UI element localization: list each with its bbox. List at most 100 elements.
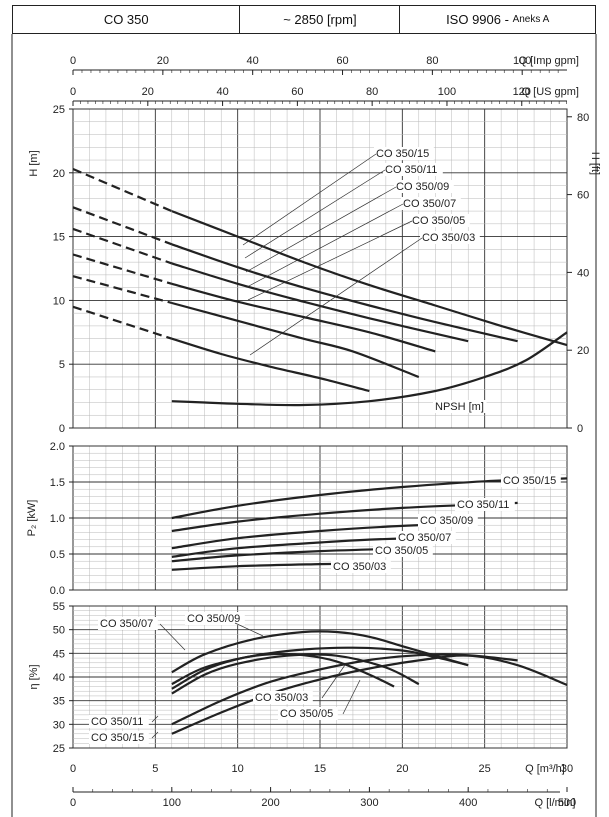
- power-label-co-350-05-bg: [373, 544, 433, 557]
- head-curve-dashed-co-350-15: [72, 167, 173, 213]
- head-curve-co-350-15: [171, 210, 568, 347]
- head-label-co-350-11-bg: [383, 163, 443, 176]
- efficiency-curve-co-350-07: [171, 630, 469, 674]
- head-y2tick-label: 40: [577, 267, 589, 279]
- power-label-co-350-03: CO 350/03: [333, 561, 386, 573]
- efficiency-ytick-label: 35: [53, 696, 65, 708]
- us-gpm-axis-label: Q [US gpm]: [522, 86, 579, 98]
- head-curve-dashed-co-350-07: [72, 253, 173, 285]
- head-curve-dashed-co-350-11: [72, 206, 173, 246]
- power-ytick-label: 0.0: [50, 585, 65, 597]
- lmin-tick-label: 100: [163, 797, 181, 809]
- head-label-co-350-11: CO 350/11: [385, 164, 437, 176]
- head-ytick-label: 25: [53, 104, 65, 116]
- head-curve-co-350-07: [171, 282, 436, 353]
- imp-gpm-axis-label: Q [Imp gpm]: [518, 55, 579, 67]
- standard-label: ISO 9906 -: [446, 12, 509, 27]
- power-label-co-350-07-bg: [396, 531, 456, 544]
- power-label-co-350-09-bg: [418, 514, 478, 527]
- efficiency-label-co-350-05-bg: [278, 707, 338, 720]
- efficiency-curve-co-350-03: [171, 652, 395, 690]
- efficiency-label-co-350-15-bg: [89, 731, 149, 744]
- head-curve-dashed-co-350-09: [72, 227, 173, 265]
- head-curve-co-350-03: [171, 337, 370, 393]
- power-curve-co-350-07: [171, 536, 436, 558]
- power-label-co-350-09: CO 350/09: [420, 515, 473, 527]
- power-curve-co-350-15: [171, 477, 568, 520]
- us-gpm-tick-label: 100: [438, 86, 456, 98]
- us-gpm-tick-label: 20: [142, 86, 154, 98]
- head-curve-dashed-co-350-03: [72, 305, 173, 340]
- head-label-co-350-15: CO 350/15: [376, 148, 429, 160]
- power-label-co-350-05: CO 350/05: [375, 545, 428, 557]
- head-y2tick-label: 60: [577, 190, 589, 202]
- head-ytick-label: 5: [59, 359, 65, 371]
- power-ytick-label: 0.5: [50, 549, 65, 561]
- lmin-axis-label: Q [l/min]: [535, 797, 576, 809]
- m3h-axis-label: Q [m³/h]: [525, 763, 565, 775]
- power-label-co-350-07: CO 350/07: [398, 532, 451, 544]
- head-ytick-label: 20: [53, 168, 65, 180]
- efficiency-label-co-350-11: CO 350/11: [91, 716, 143, 728]
- lmin-tick-label: 300: [360, 797, 378, 809]
- us-gpm-tick-label: 80: [366, 86, 378, 98]
- m3h-tick-label: 15: [314, 763, 326, 775]
- efficiency-ylabel: η [%]: [28, 664, 40, 689]
- standard-cell: ISO 9906 - Aneks A: [400, 6, 595, 33]
- m3h-tick-label: 0: [70, 763, 76, 775]
- npsh-label-bg: [433, 400, 487, 413]
- imp-gpm-tick-label: 0: [70, 55, 76, 67]
- efficiency-label-co-350-03-bg: [253, 691, 313, 704]
- power-ytick-label: 2.0: [50, 441, 65, 453]
- npsh-curve: [171, 331, 568, 407]
- efficiency-curve-co-350-15: [171, 654, 568, 735]
- power-curve-co-350-11: [171, 501, 518, 533]
- efficiency-label-co-350-15: CO 350/15: [91, 732, 144, 744]
- head-y2tick-label: 20: [577, 345, 589, 357]
- power-ylabel: P₂ [kW]: [26, 500, 38, 537]
- power-label-co-350-15-bg: [501, 474, 561, 487]
- efficiency-ytick-label: 50: [53, 625, 65, 637]
- efficiency-label-co-350-07: CO 350/07: [100, 618, 153, 630]
- head-label-co-350-07: CO 350/07: [403, 198, 456, 210]
- imp-gpm-tick-label: 20: [157, 55, 169, 67]
- us-gpm-tick-label: 60: [291, 86, 303, 98]
- head-curve-dashed-co-350-05: [72, 275, 173, 305]
- efficiency-label-co-350-11-leader: [151, 715, 159, 723]
- power-label-co-350-11-bg: [455, 498, 515, 511]
- m3h-tick-label: 20: [396, 763, 408, 775]
- header-table: CO 350 ~ 2850 [rpm] ISO 9906 - Aneks A: [12, 5, 596, 34]
- head-label-co-350-03-bg: [420, 231, 480, 244]
- imp-gpm-tick-label: 40: [247, 55, 259, 67]
- head-ytick-label: 0: [59, 423, 65, 435]
- head-label-co-350-15-leader: [242, 153, 377, 246]
- head-curve-co-350-05: [171, 301, 420, 379]
- head-y2tick-label: 80: [577, 112, 589, 124]
- power-label-co-350-11: CO 350/11: [457, 499, 509, 511]
- model-cell: CO 350: [13, 6, 241, 33]
- power-ytick-label: 1.0: [50, 513, 65, 525]
- efficiency-label-co-350-05: CO 350/05: [280, 708, 333, 720]
- efficiency-label-co-350-15-leader: [151, 731, 159, 739]
- m3h-tick-label: 30: [561, 763, 573, 775]
- head-label-co-350-05-bg: [410, 214, 470, 227]
- head-ytick-label: 15: [53, 232, 65, 244]
- standard-annex-label: Aneks A: [512, 14, 550, 25]
- head-label-co-350-05: CO 350/05: [412, 215, 465, 227]
- efficiency-ytick-label: 40: [53, 672, 65, 684]
- efficiency-label-co-350-07-leader: [159, 623, 186, 651]
- efficiency-label-co-350-03: CO 350/03: [255, 692, 308, 704]
- imp-gpm-tick-label: 100: [513, 55, 531, 67]
- head-label-co-350-05-leader: [247, 220, 413, 301]
- efficiency-label-co-350-09-bg: [185, 612, 245, 625]
- efficiency-label-co-350-09-leader: [234, 622, 264, 637]
- efficiency-curve-co-350-05: [171, 653, 420, 695]
- head-label-co-350-09-bg: [394, 180, 454, 193]
- lmin-tick-label: 400: [459, 797, 477, 809]
- head-label-co-350-07-bg: [401, 197, 461, 210]
- lmin-tick-label: 500: [558, 797, 576, 809]
- head-y2tick-label: 0: [577, 423, 583, 435]
- head-label-co-350-09-leader: [245, 186, 397, 273]
- m3h-tick-label: 5: [152, 763, 158, 775]
